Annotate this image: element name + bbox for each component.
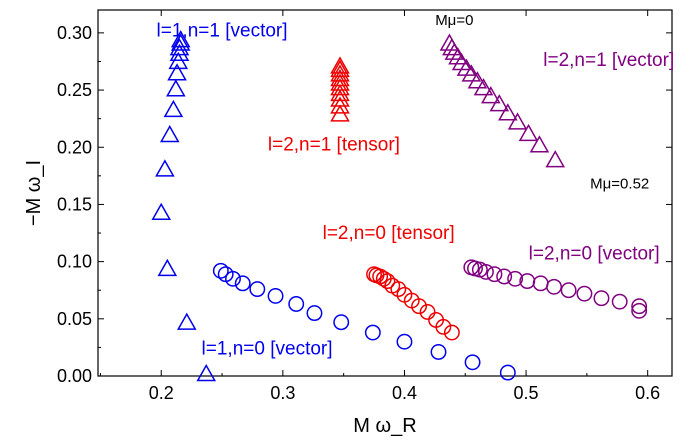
circle-marker xyxy=(486,266,503,283)
circle-marker xyxy=(390,281,407,298)
triangle-marker xyxy=(507,112,528,130)
annotations: l=1,n=1 [vector] l=2,n=1 [tensor] l=2,n=1 … xyxy=(157,12,675,359)
circle-marker xyxy=(611,293,628,310)
circle-marker xyxy=(593,290,610,307)
annotation-label: l=2,n=1 [tensor] xyxy=(268,135,400,156)
x-tick-label: 0.5 xyxy=(514,383,539,403)
circle-marker xyxy=(507,270,524,287)
circle-marker xyxy=(379,273,396,290)
triangle-marker xyxy=(473,78,494,96)
triangle-marker xyxy=(157,258,178,277)
circle-marker xyxy=(496,268,513,285)
triangle-marker xyxy=(170,30,191,48)
circle-marker xyxy=(499,364,516,381)
triangle-marker xyxy=(169,43,190,62)
triangle-marker xyxy=(163,99,184,118)
annotation-label: l=1,n=1 [vector] xyxy=(157,20,288,41)
circle-marker xyxy=(267,287,284,304)
annotation-label: l=2,n=1 [vector] xyxy=(543,50,674,71)
triangle-marker xyxy=(498,103,518,121)
triangle-marker xyxy=(545,150,566,168)
circle-marker xyxy=(234,275,251,292)
x-tick-label: 0.3 xyxy=(270,383,295,403)
annotation-label: l=2,n=0 [tensor] xyxy=(323,223,455,244)
circle-marker xyxy=(430,344,447,360)
circle-marker xyxy=(477,263,494,280)
plot-frame xyxy=(97,9,673,377)
triangle-marker xyxy=(330,56,350,74)
triangle-marker xyxy=(330,89,350,107)
triangle-marker xyxy=(159,124,180,143)
triangle-marker xyxy=(529,135,550,153)
circle-marker xyxy=(288,295,305,312)
triangle-marker xyxy=(151,202,172,221)
circle-marker xyxy=(631,302,648,319)
circle-marker xyxy=(364,324,381,341)
circle-marker xyxy=(419,304,436,320)
triangle-marker xyxy=(330,68,350,87)
triangle-marker xyxy=(330,73,350,91)
circle-marker xyxy=(249,281,266,298)
triangle-marker xyxy=(155,159,175,177)
x-tick-label: 0.4 xyxy=(392,383,417,403)
circle-marker xyxy=(546,278,562,295)
axis-ticks: 0.2 0.3 0.4 0.5 0.6 0.00 0.05 0.10 0.15 0.20 0.25 0… xyxy=(57,10,672,403)
circle-marker xyxy=(435,318,452,335)
triangle-marker xyxy=(461,64,482,82)
y-axis-label: −M ω_I xyxy=(23,160,45,226)
y-tick-label: 0.15 xyxy=(57,194,92,214)
circle-marker xyxy=(396,333,413,350)
circle-marker xyxy=(464,354,481,371)
annotation-label: Mμ=0.52 xyxy=(590,175,649,192)
triangle-marker xyxy=(196,364,217,382)
triangle-marker xyxy=(167,63,187,81)
circle-marker xyxy=(443,324,460,341)
triangle-marker xyxy=(170,33,191,51)
annotation-label: l=2,n=0 [vector] xyxy=(529,243,660,264)
circle-marker xyxy=(411,298,428,315)
circle-marker xyxy=(532,275,549,292)
y-tick-label: 0.25 xyxy=(57,80,92,100)
circle-marker xyxy=(225,270,241,287)
triangle-marker xyxy=(489,94,510,112)
circle-marker xyxy=(333,314,350,331)
triangle-marker xyxy=(330,59,350,78)
triangle-marker xyxy=(467,71,488,89)
circle-marker xyxy=(306,305,323,322)
triangle-marker xyxy=(166,79,186,97)
triangle-marker xyxy=(481,86,501,104)
y-tick-label: 0.20 xyxy=(57,137,92,157)
circle-marker xyxy=(560,282,577,299)
triangle-marker xyxy=(330,83,350,102)
x-axis-label: M ω_R xyxy=(353,415,416,437)
annotation-label: Mμ=0 xyxy=(435,12,473,29)
y-tick-label: 0.00 xyxy=(57,366,92,386)
x-tick-label: 0.2 xyxy=(149,383,174,403)
triangle-marker xyxy=(176,312,197,330)
triangle-marker xyxy=(518,123,539,142)
y-tick-label: 0.10 xyxy=(57,252,92,272)
x-tick-label: 0.6 xyxy=(635,383,660,403)
triangle-marker xyxy=(444,42,465,60)
circle-marker xyxy=(576,285,593,302)
triangle-marker xyxy=(330,78,350,96)
annotation-label: l=1,n=0 [vector] xyxy=(202,338,333,359)
data-markers xyxy=(151,30,648,382)
circle-marker xyxy=(631,298,648,315)
circle-marker xyxy=(212,262,229,279)
y-tick-label: 0.05 xyxy=(57,309,92,329)
y-tick-label: 0.30 xyxy=(57,23,92,43)
